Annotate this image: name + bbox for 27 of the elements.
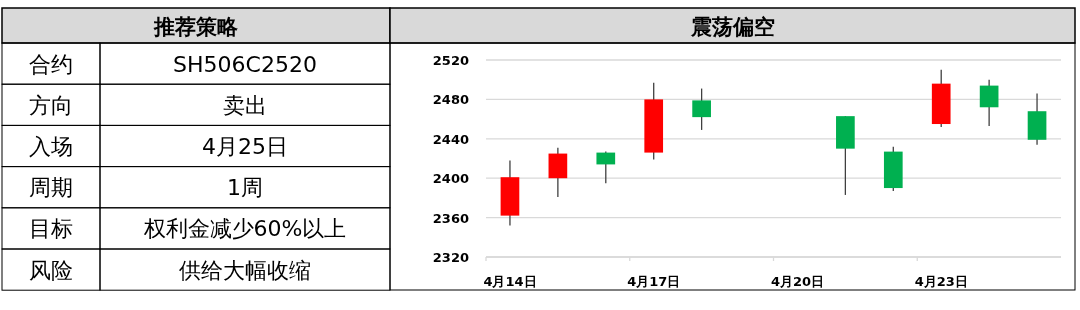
y-tick-label: 2320: [432, 250, 469, 265]
category-label: 方向: [29, 92, 73, 118]
text: 推荐策略: [153, 14, 239, 39]
category-label: 风险: [29, 257, 73, 283]
x-tick-label: 4月23日: [914, 274, 968, 289]
text: 卖出: [223, 92, 267, 118]
category-label: 合约: [29, 51, 73, 77]
category-label: 周期: [29, 175, 73, 201]
y-tick-label: 2520: [432, 53, 469, 68]
category-label: 目标: [29, 216, 73, 242]
candlestick: [692, 87, 711, 131]
text: 4月25日: [202, 134, 288, 159]
x-tick-label: 4月14日: [483, 274, 537, 289]
candlestick: [979, 79, 999, 127]
candlestick: [596, 150, 616, 184]
y-tick-label: 2360: [432, 210, 469, 226]
text: 供给大幅收缩: [179, 257, 311, 283]
text: 权利金减少60%以上: [142, 216, 347, 242]
y-tick-label: 2400: [432, 171, 469, 187]
y-tick-label: 2480: [432, 92, 469, 108]
x-tick-label: 4月17日: [627, 274, 681, 289]
text: 1周: [227, 175, 263, 201]
x-tick-label: 4月20日: [770, 274, 825, 289]
chart-title: 震荡偏空: [689, 14, 775, 39]
y-tick-label: 2440: [432, 131, 469, 147]
text: SH506C2520: [173, 51, 317, 77]
category-label: 入场: [29, 134, 73, 159]
